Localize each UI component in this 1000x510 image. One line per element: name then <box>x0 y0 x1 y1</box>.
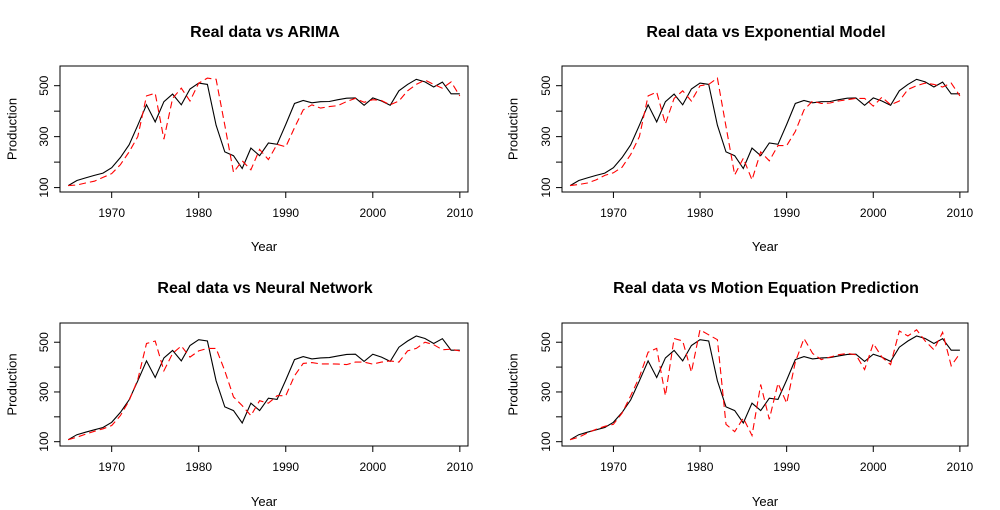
y-tick-label: 300 <box>37 126 51 146</box>
x-tick-label: 1990 <box>272 206 299 220</box>
x-tick-label: 1980 <box>185 460 212 474</box>
x-tick-label: 1990 <box>773 460 800 474</box>
x-tick-label: 1970 <box>98 460 125 474</box>
y-tick-label: 300 <box>539 126 553 146</box>
x-tick-label: 1980 <box>185 206 212 220</box>
x-tick-label: 1970 <box>98 206 125 220</box>
series-line-model <box>569 328 961 441</box>
x-tick-label: 2010 <box>446 206 473 220</box>
y-tick-label: 100 <box>539 431 553 451</box>
series-line-real-data <box>569 335 960 441</box>
y-tick-label: 500 <box>37 332 51 352</box>
y-axis-label: Production <box>506 353 521 415</box>
chart-panel-1: Real data vs ARIMA 1970 1980 1990 2000 2010 10… <box>5 24 474 254</box>
x-axis: 1970 1980 1990 2000 2010 <box>600 192 974 220</box>
chart-title: Real data vs Motion Equation Prediction <box>613 280 919 297</box>
chart-panel-4: Real data vs Motion Equation Prediction 1… <box>506 280 974 509</box>
plot-frame <box>59 65 469 193</box>
x-tick-label: 2010 <box>947 460 974 474</box>
series-line-real-data <box>569 78 960 187</box>
chart-title: Real data vs Neural Network <box>157 280 372 297</box>
plot-frame <box>561 322 969 447</box>
x-tick-label: 1990 <box>272 460 299 474</box>
x-axis-label: Year <box>752 494 779 509</box>
y-axis: 100 300 500 <box>539 332 562 452</box>
y-tick-label: 500 <box>539 75 553 95</box>
y-axis: 100 300 500 <box>37 75 60 198</box>
x-tick-label: 2000 <box>359 206 386 220</box>
series-line-model <box>68 77 461 187</box>
y-axis: 100 300 500 <box>539 75 562 198</box>
series-line-model <box>570 77 961 187</box>
x-axis: 1970 1980 1990 2000 2010 <box>98 192 474 220</box>
chart-title: Real data vs Exponential Model <box>646 24 885 41</box>
x-tick-label: 2010 <box>446 460 473 474</box>
y-tick-label: 100 <box>37 431 51 451</box>
plot-frame <box>59 322 469 447</box>
x-axis: 1970 1980 1990 2000 2010 <box>98 446 474 474</box>
x-axis-label: Year <box>251 494 278 509</box>
y-tick-label: 500 <box>539 332 553 352</box>
x-tick-label: 2000 <box>860 206 887 220</box>
x-tick-label: 1970 <box>600 206 627 220</box>
x-tick-label: 2000 <box>359 460 386 474</box>
series-line-model <box>68 340 460 441</box>
y-axis-label: Production <box>5 98 20 160</box>
x-tick-label: 1980 <box>687 460 714 474</box>
series-line-real-data <box>67 335 460 441</box>
x-tick-label: 1980 <box>687 206 714 220</box>
chart-title: Real data vs ARIMA <box>190 24 340 41</box>
x-tick-label: 2000 <box>860 460 887 474</box>
x-tick-label: 2010 <box>947 206 974 220</box>
x-tick-label: 1990 <box>773 206 800 220</box>
chart-panel-3: Real data vs Neural Network 1970 1980 1990 2… <box>5 280 474 509</box>
series-line-real-data <box>67 78 460 187</box>
x-axis-label: Year <box>752 239 779 254</box>
y-axis-label: Production <box>506 98 521 160</box>
x-tick-label: 1970 <box>600 460 627 474</box>
y-tick-label: 100 <box>37 177 51 197</box>
y-axis-label: Production <box>5 353 20 415</box>
y-tick-label: 300 <box>37 382 51 402</box>
y-tick-label: 100 <box>539 177 553 197</box>
plot-frame <box>561 65 969 193</box>
y-axis: 100 300 500 <box>37 332 60 452</box>
x-axis-label: Year <box>251 239 278 254</box>
x-axis: 1970 1980 1990 2000 2010 <box>600 446 974 474</box>
y-tick-label: 500 <box>37 75 51 95</box>
y-tick-label: 300 <box>539 382 553 402</box>
